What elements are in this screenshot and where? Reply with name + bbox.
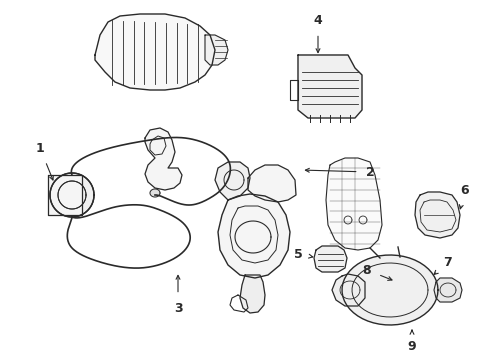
Text: 1: 1	[36, 141, 53, 180]
Text: 7: 7	[434, 256, 452, 274]
Text: 3: 3	[173, 275, 182, 315]
Polygon shape	[298, 55, 362, 118]
Text: 8: 8	[363, 264, 392, 280]
Polygon shape	[342, 255, 438, 325]
Polygon shape	[434, 278, 462, 302]
Text: 9: 9	[408, 330, 416, 354]
Polygon shape	[95, 14, 215, 90]
Polygon shape	[248, 165, 296, 202]
Text: 4: 4	[314, 14, 322, 53]
Polygon shape	[415, 192, 460, 238]
Polygon shape	[145, 128, 182, 190]
Polygon shape	[218, 194, 290, 278]
Polygon shape	[48, 175, 82, 215]
Polygon shape	[240, 275, 265, 313]
Polygon shape	[332, 274, 365, 306]
Polygon shape	[215, 162, 250, 200]
Text: 2: 2	[305, 166, 374, 179]
Polygon shape	[50, 173, 94, 217]
Polygon shape	[150, 189, 160, 197]
Polygon shape	[314, 246, 347, 272]
Polygon shape	[326, 158, 382, 250]
Text: 5: 5	[294, 248, 313, 261]
Polygon shape	[205, 35, 228, 65]
Text: 6: 6	[459, 184, 469, 209]
